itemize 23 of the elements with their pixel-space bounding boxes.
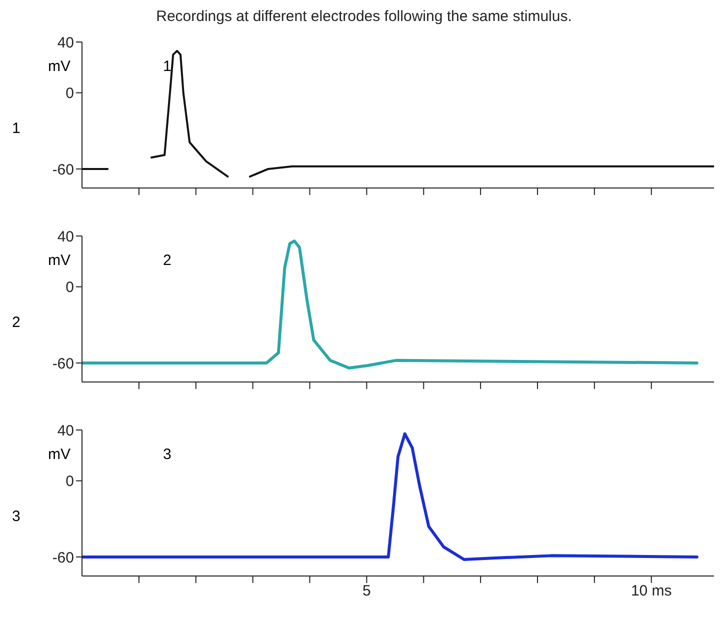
y-tick-label: 0 bbox=[66, 85, 74, 102]
y-tick-label: -60 bbox=[52, 549, 74, 566]
annotation: 3 bbox=[163, 446, 172, 463]
chart-title: Recordings at different electrodes following the same stimulus. bbox=[155, 8, 573, 25]
y-tick-label: -60 bbox=[52, 161, 74, 178]
y-axis-title: mV bbox=[48, 58, 70, 75]
y-tick-label: 0 bbox=[66, 279, 74, 296]
line-series bbox=[82, 432, 698, 561]
annotation: 2 bbox=[163, 252, 172, 269]
annotation: 1 bbox=[163, 58, 172, 75]
y-axis-title: mV bbox=[48, 446, 70, 463]
text: 1 bbox=[12, 120, 20, 137]
y-tick-label: 40 bbox=[57, 422, 74, 440]
y-axis-title: mV bbox=[48, 252, 70, 269]
x-tick-label: 5 bbox=[362, 582, 371, 600]
y-tick-label: 0 bbox=[66, 473, 74, 490]
text: 2 bbox=[12, 314, 20, 331]
text: 3 bbox=[12, 508, 20, 525]
y-tick-label: 40 bbox=[57, 34, 74, 52]
y-tick-label: -60 bbox=[52, 355, 74, 372]
x-tick-label: 10 ms bbox=[630, 582, 672, 600]
line-series bbox=[82, 240, 698, 370]
y-tick-label: 40 bbox=[57, 228, 74, 246]
